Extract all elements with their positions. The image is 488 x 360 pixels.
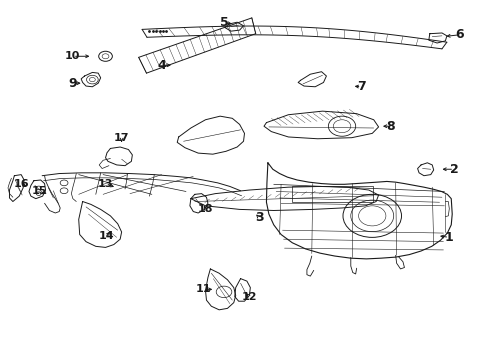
Text: 2: 2	[449, 163, 458, 176]
Text: 13: 13	[98, 179, 113, 189]
Text: 9: 9	[68, 77, 77, 90]
Text: 10: 10	[65, 51, 81, 61]
Bar	[292, 186, 372, 202]
Text: 1: 1	[444, 231, 453, 244]
Text: 6: 6	[455, 28, 464, 41]
Text: 11: 11	[195, 284, 210, 294]
Text: 14: 14	[99, 231, 115, 240]
Text: 12: 12	[241, 292, 257, 302]
Text: 15: 15	[32, 186, 47, 197]
Text: 8: 8	[386, 120, 394, 133]
Text: 5: 5	[219, 17, 228, 30]
Text: 18: 18	[197, 204, 213, 215]
Text: 4: 4	[157, 59, 165, 72]
Text: 3: 3	[254, 211, 263, 224]
Text: 7: 7	[356, 80, 365, 93]
Text: 17: 17	[114, 133, 129, 143]
Text: 16: 16	[13, 179, 29, 189]
